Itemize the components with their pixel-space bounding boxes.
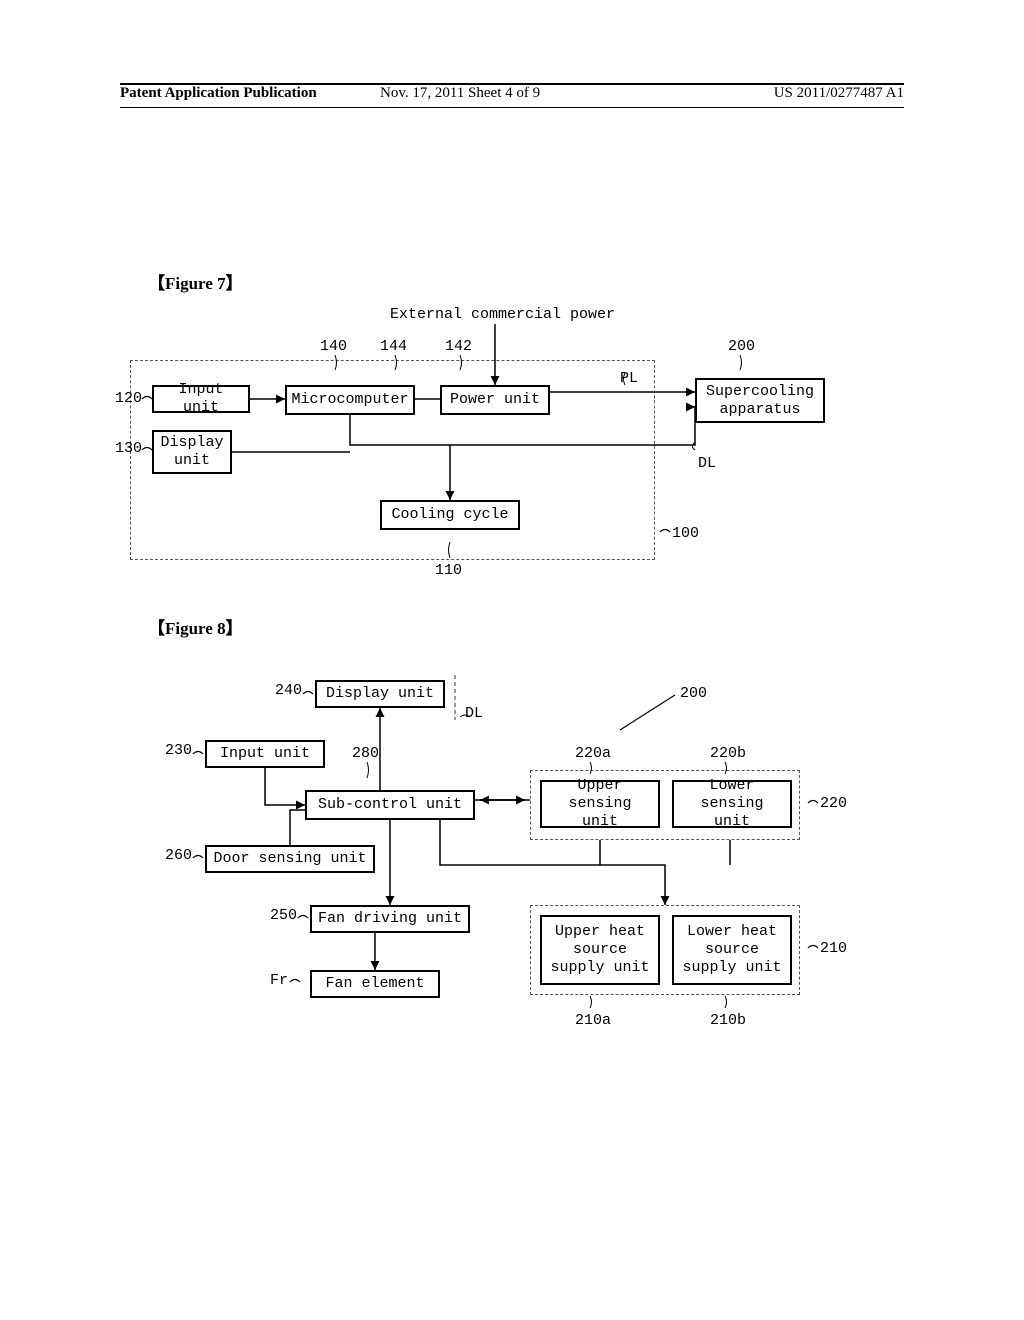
figure-8-label: 【Figure 8】 xyxy=(148,614,243,639)
figure-7-label: 【Figure 7】 xyxy=(148,269,243,294)
page-header: Patent Application Publication Nov. 17, … xyxy=(120,85,904,108)
fig8-wires xyxy=(120,650,920,1070)
figure-7-diagram: External commercial power Input unit Dis… xyxy=(120,300,900,600)
header-right: US 2011/0277487 A1 xyxy=(774,85,904,102)
header-left: Patent Application Publication xyxy=(120,85,317,101)
fig7-wires xyxy=(120,300,900,600)
header-mid: Nov. 17, 2011 Sheet 4 of 9 xyxy=(380,85,540,102)
figure-8-diagram: Display unit Input unit Sub-control unit… xyxy=(120,650,920,1070)
